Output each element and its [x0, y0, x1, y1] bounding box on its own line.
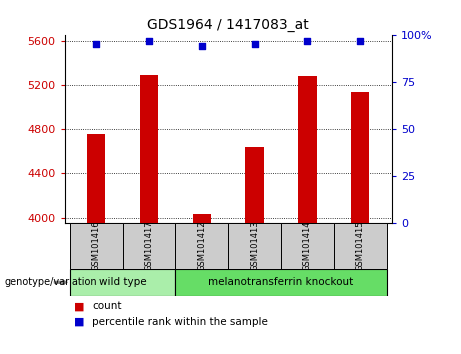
Bar	[334, 223, 387, 269]
Text: ■: ■	[74, 301, 84, 311]
Point	[198, 43, 206, 48]
Text: genotype/variation: genotype/variation	[5, 277, 97, 287]
Bar	[175, 269, 387, 296]
Bar	[351, 92, 369, 223]
Bar	[175, 223, 228, 269]
Text: wild type: wild type	[99, 277, 147, 287]
Text: ■: ■	[74, 317, 84, 327]
Bar	[281, 223, 334, 269]
Text: count: count	[92, 301, 122, 311]
Bar	[70, 223, 123, 269]
Title: GDS1964 / 1417083_at: GDS1964 / 1417083_at	[148, 18, 309, 32]
Text: GSM101413: GSM101413	[250, 221, 259, 272]
Point	[304, 38, 311, 44]
Bar	[298, 76, 317, 223]
Text: GSM101412: GSM101412	[197, 221, 207, 271]
Bar	[70, 269, 175, 296]
Text: GSM101417: GSM101417	[144, 221, 154, 272]
Point	[93, 41, 100, 47]
Bar	[87, 133, 106, 223]
Bar	[228, 223, 281, 269]
Bar	[245, 147, 264, 223]
Bar	[140, 75, 158, 223]
Point	[145, 38, 153, 44]
Text: melanotransferrin knockout: melanotransferrin knockout	[208, 277, 354, 287]
Text: GSM101414: GSM101414	[303, 221, 312, 271]
Point	[251, 41, 258, 47]
Text: GSM101416: GSM101416	[92, 221, 100, 272]
Text: GSM101415: GSM101415	[356, 221, 365, 271]
Text: percentile rank within the sample: percentile rank within the sample	[92, 317, 268, 327]
Point	[356, 38, 364, 44]
Bar	[123, 223, 175, 269]
Bar	[193, 213, 211, 223]
